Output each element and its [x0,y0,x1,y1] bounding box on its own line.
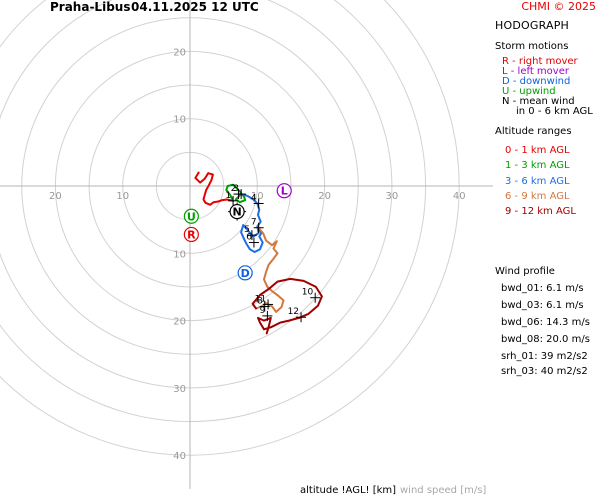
ring-label: 30 [173,384,186,395]
ring-label: 20 [173,317,186,328]
wind-profile-title: Wind profile [495,266,555,277]
height-label: 4 [251,193,257,203]
ring-label: 30 [386,191,399,202]
storm-legend-right-mover: R - right mover [502,56,578,67]
height-label: 3 [233,184,239,194]
altitude-ranges-title: Altitude ranges [495,126,572,137]
storm-marker-ring [183,226,199,243]
storm-marker-label: U [187,210,196,223]
storm-marker-ring [237,265,253,281]
wind-segment [251,277,323,335]
profile-bwd-01: bwd_01: 6.1 m/s [501,283,584,294]
wind-speed-unit-label: wind speed [m/s] [400,485,487,496]
profile-bwd-03: bwd_03: 6.1 m/s [501,300,584,311]
ring-label: 10 [116,191,129,202]
profile-bwd-08: bwd_08: 20.0 m/s [501,334,590,345]
storm-marker-ring [229,203,245,220]
station-name: Praha-Libus [50,0,131,14]
altitude-unit-label: altitude !AGL! [km] [300,485,397,496]
ring-label: 40 [173,451,186,462]
sounding-datetime: 04.11.2025 12 UTC [131,0,259,14]
storm-marker-ring [183,208,199,224]
altitude-legend-1-3: 1 - 3 km AGL [505,160,570,171]
height-label: 8 [257,296,263,306]
height-label: 2 [231,184,237,194]
storm-marker-label: L [281,185,288,198]
height-label: 9 [260,306,266,316]
storm-legend-mean-wind: N - mean wind [502,96,575,107]
ring-label: 40 [453,191,466,202]
height-label: 1 [225,191,231,201]
height-label: 6 [246,233,252,243]
ring-label: 10 [173,115,186,126]
wind-segment [255,226,285,313]
height-label: 12 [288,307,299,317]
ring-label: 20 [318,191,331,202]
storm-motions-title: Storm motions [495,41,569,52]
storm-legend-downwind: D - downwind [502,76,571,87]
storm-marker-label: R [187,228,196,241]
height-label: 11 [255,294,266,304]
wind-segment [194,171,235,206]
speed-rings [0,0,460,456]
profile-bwd-06: bwd_06: 14.3 m/s [501,317,590,328]
storm-marker-ring [276,183,292,199]
profile-srh-01: srh_01: 39 m2/s2 [501,351,588,362]
height-label: 5 [244,225,250,235]
altitude-legend-3-6: 3 - 6 km AGL [505,176,570,187]
storm-legend-note: in 0 - 6 km AGL [516,106,593,117]
storm-legend-left-mover: L - left mover [502,66,569,77]
ring-label: 20 [49,191,62,202]
altitude-legend-6-9: 6 - 9 km AGL [505,191,570,202]
storm-marker-label: D [241,267,250,280]
altitude-legend-9-12: 9 - 12 km AGL [505,206,576,217]
storm-motion-markers: N L RU D [183,183,292,281]
height-label: 7 [251,218,257,228]
ring-label: 20 [173,47,186,58]
height-label: 10 [302,288,314,298]
altitude-legend-0-1: 0 - 1 km AGL [505,145,570,156]
ring-label: 10 [173,249,186,260]
profile-srh-03: srh_03: 40 m2/s2 [501,366,588,377]
hodograph-axes [0,0,493,489]
storm-marker-label: N [233,206,242,219]
credit-link[interactable]: CHMI © 2025 [521,0,596,13]
speed-ring [0,0,460,456]
panel-title: HODOGRAPH [495,19,570,32]
storm-legend-upwind: U - upwind [502,86,556,97]
ring-labels: 10101010202020203030303040404040 [49,47,466,462]
ring-label: 10 [251,191,264,202]
